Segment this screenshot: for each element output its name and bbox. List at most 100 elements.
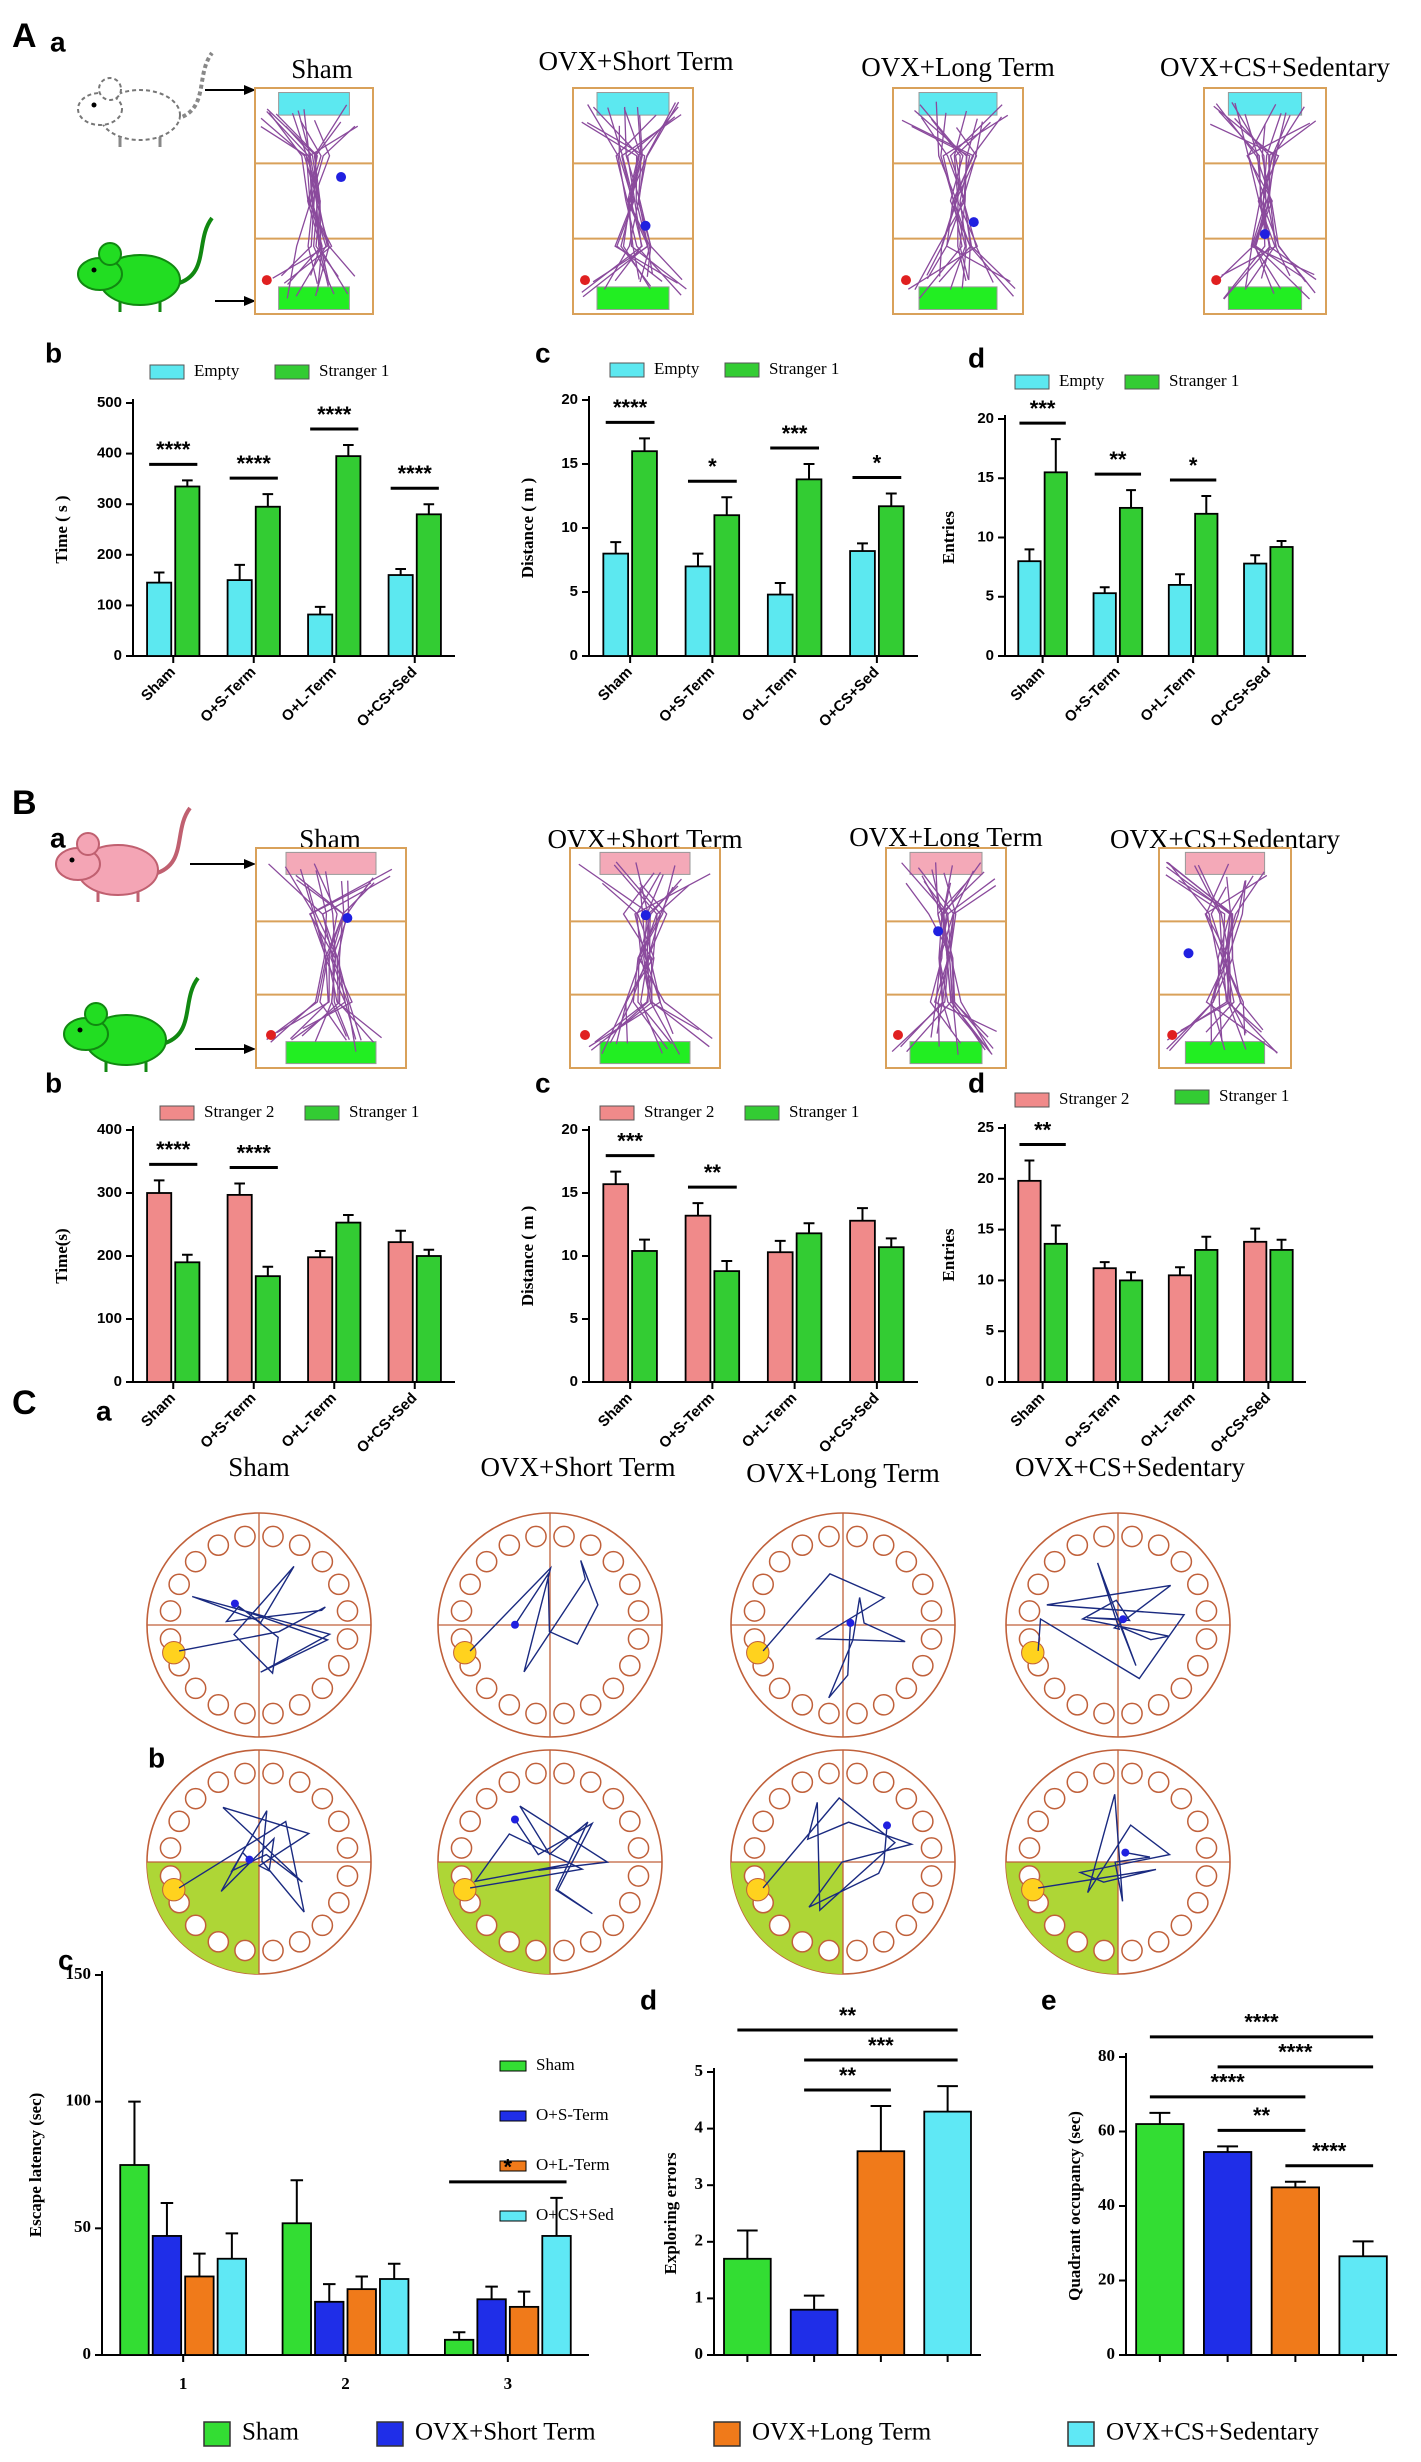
legend-label: O+L-Term <box>536 2155 610 2174</box>
maze-hole <box>1195 1600 1218 1622</box>
error-bar <box>692 552 704 567</box>
maze-hole <box>234 1525 256 1548</box>
bar <box>795 1232 823 1383</box>
maze-hole <box>1043 1914 1066 1937</box>
end-marker <box>230 1599 239 1608</box>
x-tick-label: O+CS+Sed <box>816 1390 883 1457</box>
mouse-ear <box>98 242 122 266</box>
y-axis-label: Entries <box>939 511 958 564</box>
track-path <box>1217 875 1254 1041</box>
track-path <box>592 106 687 290</box>
bar <box>476 2298 507 2356</box>
y-tick-label: 150 <box>66 1964 92 1983</box>
legend-swatch <box>1014 1092 1050 1108</box>
bar <box>281 2222 312 2356</box>
mouse-eye <box>91 267 97 273</box>
track-path <box>1213 105 1305 279</box>
bar <box>923 2110 972 2356</box>
start-marker <box>580 1030 590 1040</box>
maze-hole <box>752 1573 774 1596</box>
maze-hole <box>743 1600 766 1622</box>
y-tick-label: 0 <box>986 1373 994 1390</box>
maze-hole <box>459 1573 481 1596</box>
y-axis-label: Distance ( m ) <box>518 1206 537 1307</box>
maze-hole <box>498 1534 521 1556</box>
bar <box>1243 562 1268 657</box>
group-title: OVX+Short Term <box>480 1452 675 1482</box>
maze-hole <box>791 1534 814 1556</box>
significance-label: ** <box>1109 447 1127 472</box>
error-bar <box>423 503 435 515</box>
maze-hole <box>525 1939 547 1962</box>
maze-hole <box>262 1702 284 1725</box>
significance-label: ** <box>839 2003 857 2028</box>
legend-label: Stranger 2 <box>1059 1089 1129 1108</box>
x-tick-label: O+S-Term <box>656 1390 718 1452</box>
maze-hole <box>627 1600 650 1622</box>
y-tick-label: 100 <box>97 596 122 613</box>
legend-label: OVX+Short Term <box>415 2419 596 2446</box>
start-marker <box>901 275 911 286</box>
significance-label: **** <box>613 395 648 420</box>
y-tick-label: 10 <box>977 528 994 545</box>
maze-hole <box>1170 1914 1193 1937</box>
legend-label: Sham <box>242 2419 300 2446</box>
maze-hole <box>818 1939 840 1962</box>
bar <box>766 593 794 657</box>
maze-hole <box>1066 1694 1089 1716</box>
maze-hole <box>818 1702 840 1725</box>
track-path <box>266 108 317 277</box>
maze-hole <box>619 1891 641 1914</box>
track-path <box>594 882 655 1043</box>
target-hole <box>162 1877 186 1902</box>
maze-hole <box>752 1810 774 1833</box>
y-tick-label: 80 <box>1098 2046 1115 2065</box>
maze-hole <box>743 1837 766 1859</box>
significance-label: **** <box>1312 2139 1347 2164</box>
panel-label: a <box>50 822 66 853</box>
panel-label: a <box>50 26 66 57</box>
bar <box>602 552 630 657</box>
error-bar <box>343 1214 354 1223</box>
end-marker <box>640 220 651 231</box>
maze-hole <box>288 1694 311 1716</box>
maze-hole <box>1147 1694 1170 1716</box>
bar <box>254 505 281 657</box>
track-path <box>268 863 362 1041</box>
start-marker <box>261 275 272 286</box>
x-tick-label: O+L-Term <box>739 1390 801 1452</box>
maze-hole <box>912 1891 934 1914</box>
bar <box>146 1192 173 1383</box>
end-marker <box>933 926 944 937</box>
significance-label: *** <box>782 421 808 446</box>
x-tick-label: O+L-Term <box>278 664 340 726</box>
y-tick-label: 5 <box>986 588 994 605</box>
mouse-eye <box>69 857 75 863</box>
y-axis-label: Quadrant occupancy (sec) <box>1065 2111 1084 2301</box>
bar <box>1167 584 1193 657</box>
track-path <box>285 125 329 287</box>
maze-hole <box>579 1534 602 1556</box>
bar <box>226 1193 253 1383</box>
bar <box>713 1270 741 1383</box>
end-marker <box>1121 1848 1130 1857</box>
maze-hole <box>895 1787 918 1810</box>
significance-label: **** <box>317 402 352 427</box>
arrow-head <box>244 296 256 306</box>
maze-hole <box>579 1694 602 1716</box>
bar <box>1092 592 1117 657</box>
maze-hole <box>459 1810 481 1833</box>
mouse-ear <box>84 1002 108 1026</box>
end-marker <box>1183 948 1194 959</box>
track-path <box>905 882 989 1038</box>
track-path <box>931 869 943 1034</box>
x-tick-label: 3 <box>504 2374 513 2393</box>
maze-hole <box>895 1677 918 1700</box>
top-chamber <box>918 92 998 116</box>
y-tick-label: 20 <box>1098 2269 1115 2288</box>
error-bar <box>1099 586 1110 594</box>
track-path <box>911 125 971 289</box>
x-tick-label: O+CS+Sed <box>816 664 883 731</box>
maze-hole <box>553 1762 575 1785</box>
